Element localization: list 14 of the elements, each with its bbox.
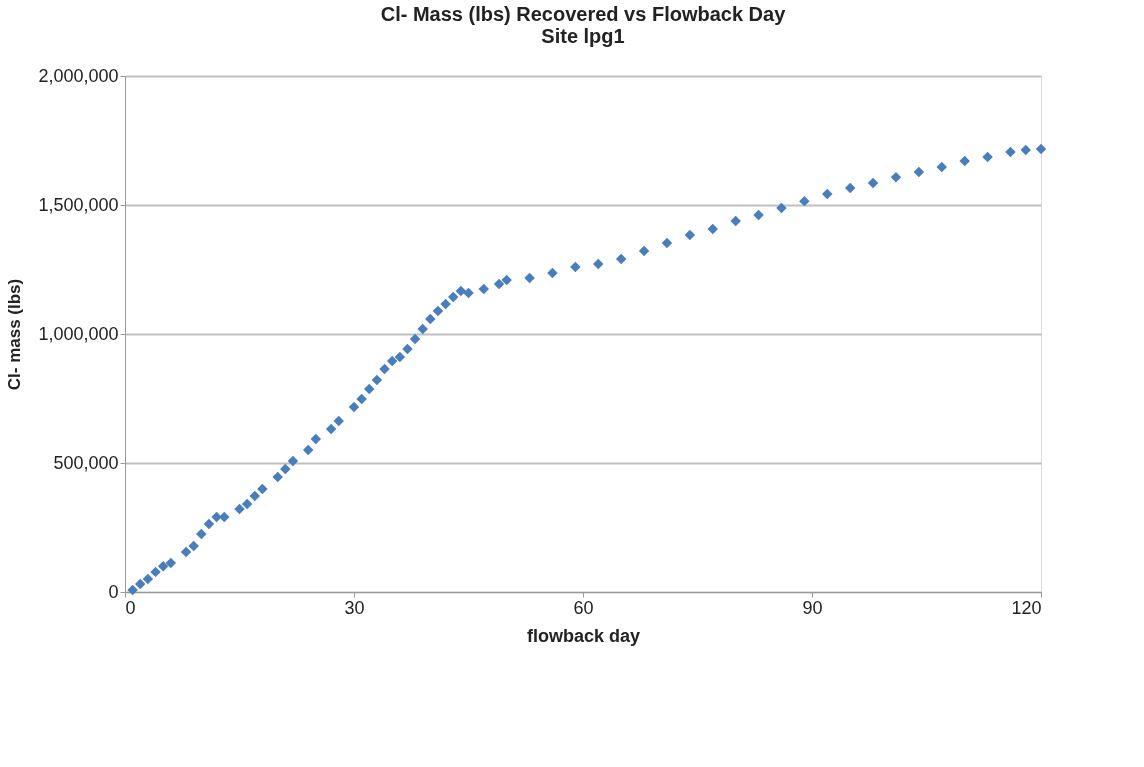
y-tick-label: 1,000,000 (38, 323, 119, 344)
x-tick-label: 120 (1011, 597, 1042, 618)
x-tick-label: 90 (802, 597, 823, 618)
y-tick-label: 1,500,000 (38, 194, 119, 215)
x-axis-title: flowback day (526, 625, 641, 646)
chart-subtitle: Site lpg1 (541, 25, 625, 47)
chart-title: Cl- Mass (lbs) Recovered vs Flowback Day (380, 3, 787, 25)
x-tick-label: 0 (125, 597, 136, 618)
y-axis-title: Cl- mass (lbs) (5, 278, 25, 391)
x-tick-label: 60 (573, 597, 594, 618)
x-tick-label: 30 (344, 597, 365, 618)
y-tick-label: 2,000,000 (38, 65, 119, 86)
y-tick-label: 500,000 (53, 452, 119, 473)
y-tick-label: 0 (108, 581, 119, 602)
